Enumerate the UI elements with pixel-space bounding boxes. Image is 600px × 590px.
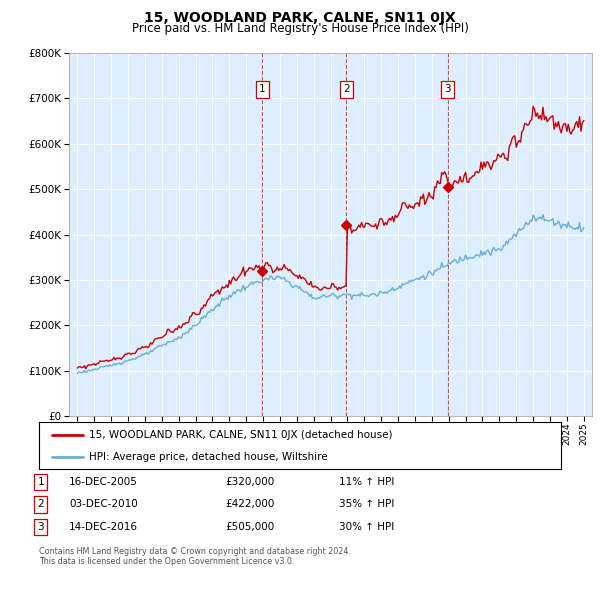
Text: Price paid vs. HM Land Registry's House Price Index (HPI): Price paid vs. HM Land Registry's House … (131, 22, 469, 35)
Text: 11% ↑ HPI: 11% ↑ HPI (339, 477, 394, 487)
Text: 03-DEC-2010: 03-DEC-2010 (69, 500, 138, 509)
Text: 14-DEC-2016: 14-DEC-2016 (69, 522, 138, 532)
Text: £320,000: £320,000 (225, 477, 274, 487)
Text: £505,000: £505,000 (225, 522, 274, 532)
Text: 15, WOODLAND PARK, CALNE, SN11 0JX: 15, WOODLAND PARK, CALNE, SN11 0JX (144, 11, 456, 25)
Text: 3: 3 (445, 84, 451, 94)
Text: 15, WOODLAND PARK, CALNE, SN11 0JX (detached house): 15, WOODLAND PARK, CALNE, SN11 0JX (deta… (89, 430, 392, 440)
Text: 35% ↑ HPI: 35% ↑ HPI (339, 500, 394, 509)
Text: 1: 1 (259, 84, 266, 94)
Text: 3: 3 (37, 522, 44, 532)
Text: 2: 2 (37, 500, 44, 509)
Text: 16-DEC-2005: 16-DEC-2005 (69, 477, 138, 487)
Text: HPI: Average price, detached house, Wiltshire: HPI: Average price, detached house, Wilt… (89, 453, 327, 462)
Text: 2: 2 (343, 84, 349, 94)
Text: 30% ↑ HPI: 30% ↑ HPI (339, 522, 394, 532)
Text: This data is licensed under the Open Government Licence v3.0.: This data is licensed under the Open Gov… (39, 558, 295, 566)
Text: £422,000: £422,000 (225, 500, 274, 509)
Text: Contains HM Land Registry data © Crown copyright and database right 2024.: Contains HM Land Registry data © Crown c… (39, 547, 351, 556)
Text: 1: 1 (37, 477, 44, 487)
